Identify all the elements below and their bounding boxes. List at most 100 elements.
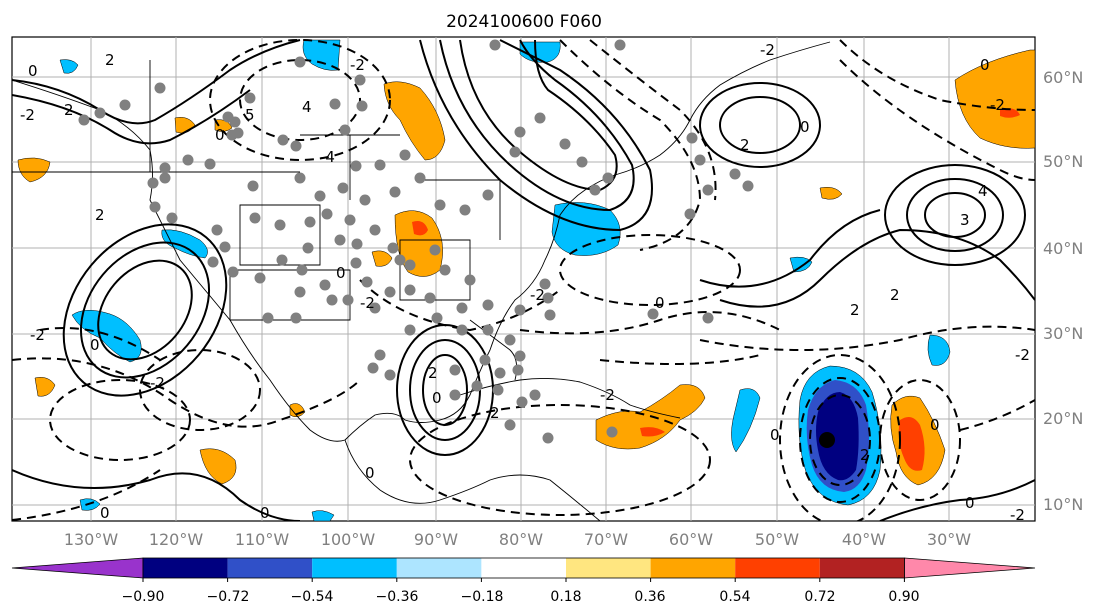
- colorbar-extend-low: [11, 557, 144, 579]
- station-dot: [337, 182, 349, 194]
- station-dot: [684, 208, 696, 220]
- colorbar-tick-label: −0.18: [461, 589, 504, 605]
- contours-dashed: [12, 39, 1035, 521]
- station-dot: [326, 294, 338, 306]
- station-dot: [384, 286, 396, 298]
- station-dot: [262, 312, 274, 324]
- station-dot: [294, 56, 306, 68]
- station-dot: [439, 264, 451, 276]
- contour-label: 0: [770, 426, 780, 444]
- lon-label: 60°W: [669, 530, 713, 549]
- contour-label: 5: [245, 106, 255, 124]
- station-dot: [356, 100, 368, 112]
- station-dot: [509, 146, 521, 158]
- lat-label: 10°N: [1043, 495, 1083, 514]
- contour-label: 0: [100, 504, 110, 522]
- lat-label: 40°N: [1043, 239, 1083, 258]
- colorbar-segment: [566, 558, 651, 578]
- contour-label: -2: [530, 286, 545, 304]
- station-dot: [319, 279, 331, 291]
- contour-label: 0: [215, 126, 225, 144]
- station-dot: [494, 367, 506, 379]
- station-dot: [342, 294, 354, 306]
- station-dot: [374, 159, 386, 171]
- station-dot: [159, 162, 171, 174]
- station-dot: [729, 168, 741, 180]
- station-dot: [314, 190, 326, 202]
- lon-label: 130°W: [64, 530, 119, 549]
- station-dot: [434, 199, 446, 211]
- contour-label: 2: [850, 301, 860, 319]
- station-dot: [374, 349, 386, 361]
- contour-label: 4: [302, 98, 312, 116]
- station-dot: [394, 254, 406, 266]
- station-dot: [290, 140, 302, 152]
- colorbar-segment: [819, 558, 905, 578]
- lon-label: 80°W: [499, 530, 543, 549]
- station-dot: [514, 126, 526, 138]
- contour-label: -2: [760, 41, 775, 59]
- station-dot: [244, 92, 256, 104]
- contour-label: -2: [30, 326, 45, 344]
- lon-label: 100°W: [321, 530, 376, 549]
- station-dot: [296, 264, 308, 276]
- station-dot: [614, 39, 626, 51]
- station-dot: [504, 419, 516, 431]
- station-dot: [559, 138, 571, 150]
- station-dot: [534, 112, 546, 124]
- lon-label: 30°W: [927, 530, 971, 549]
- colorbar-segment: [396, 558, 482, 578]
- station-dot: [147, 177, 159, 189]
- station-dot: [492, 384, 504, 396]
- colorbar-tick-label: −0.90: [122, 589, 165, 605]
- station-dot: [329, 98, 341, 110]
- colorbar-segment: [312, 558, 397, 578]
- lat-label: 30°N: [1043, 324, 1083, 343]
- station-dot: [516, 396, 528, 408]
- contour-label: -2: [600, 386, 615, 404]
- station-dot: [542, 292, 554, 304]
- station-markers: [78, 39, 754, 444]
- map-panel: 0 2 2 -2 2 0 -2 -2 4 -4 5 -2 0 2 -2 0 0 …: [11, 36, 1036, 522]
- station-dot: [211, 224, 223, 236]
- station-dot: [369, 302, 381, 314]
- station-dot: [459, 204, 471, 216]
- station-dot: [159, 172, 171, 184]
- station-dot: [277, 134, 289, 146]
- station-dot: [350, 257, 362, 269]
- contour-label: 2: [890, 286, 900, 304]
- contour-label: 0: [965, 494, 975, 512]
- station-dot: [471, 380, 483, 392]
- station-dot: [404, 259, 416, 271]
- station-dot: [456, 302, 468, 314]
- station-dot: [154, 82, 166, 94]
- contour-label: 0: [930, 416, 940, 434]
- station-dot: [429, 244, 441, 256]
- station-dot: [350, 160, 362, 172]
- colorbar-tick-label: 0.90: [888, 589, 919, 605]
- lat-label: 60°N: [1043, 68, 1083, 87]
- station-dot: [602, 172, 614, 184]
- station-dot: [182, 154, 194, 166]
- station-dot: [544, 309, 556, 321]
- contour-label: 4: [978, 182, 988, 200]
- station-dot: [464, 274, 476, 286]
- colorbar-tick-label: −0.36: [376, 589, 419, 605]
- station-dot: [431, 312, 443, 324]
- station-dot: [351, 238, 363, 250]
- station-dot: [404, 284, 416, 296]
- station-dot: [512, 364, 524, 376]
- station-dot: [119, 99, 131, 111]
- latitude-labels: 60°N 50°N 40°N 30°N 20°N 10°N: [1043, 68, 1083, 514]
- colorbar: [11, 557, 1036, 582]
- station-dot: [479, 354, 491, 366]
- contour-label: 0: [800, 118, 810, 136]
- station-dot: [514, 304, 526, 316]
- station-dot: [449, 389, 461, 401]
- station-dot: [294, 172, 306, 184]
- contour-label: -4: [320, 148, 335, 166]
- station-dot: [304, 216, 316, 228]
- map-frame: [11, 36, 1036, 522]
- station-dot: [302, 242, 314, 254]
